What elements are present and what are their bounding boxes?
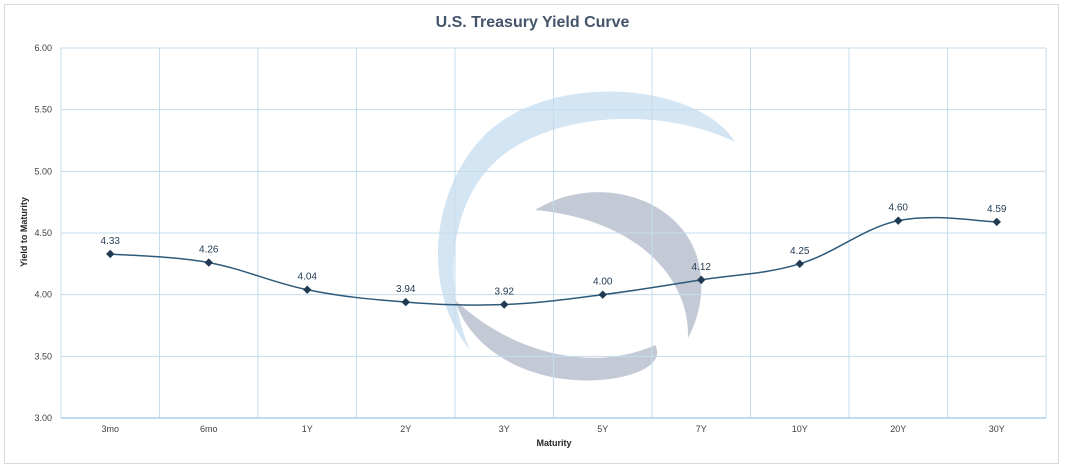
y-tick-label: 4.50	[34, 228, 52, 238]
watermark-upper-swoosh	[437, 91, 735, 350]
x-tick-label: 30Y	[989, 424, 1005, 434]
y-tick-label: 4.00	[34, 290, 52, 300]
data-point-marker	[795, 259, 804, 269]
data-label: 4.60	[889, 203, 909, 214]
data-point-marker	[106, 249, 115, 259]
x-tick-label: 5Y	[597, 424, 608, 434]
data-labels: 4.33 4.26 4.04 3.94 3.92 4.00 4.12 4.25 4.60 4.59	[101, 203, 1007, 298]
y-tick-label: 3.50	[34, 351, 52, 361]
data-point-marker	[303, 285, 312, 294]
data-point-marker	[894, 216, 903, 225]
x-tick-label: 3mo	[101, 424, 119, 434]
yield-markers	[106, 216, 1001, 309]
x-tick-labels: 3mo 6mo 1Y 2Y 3Y 5Y 7Y 10Y 20Y 30Y	[101, 424, 1004, 434]
x-tick-label: 6mo	[200, 424, 218, 434]
x-tick-label: 2Y	[400, 424, 411, 434]
data-label: 3.92	[495, 287, 515, 298]
data-label: 3.94	[396, 284, 416, 295]
data-point-marker	[598, 290, 607, 299]
x-tick-label: 1Y	[302, 424, 313, 434]
grid-lines	[60, 47, 1047, 419]
data-label: 4.04	[298, 272, 318, 283]
data-point-marker	[697, 275, 706, 285]
y-axis-title: Yield to Maturity	[19, 197, 29, 267]
y-tick-label: 5.00	[34, 166, 52, 176]
data-label: 4.26	[199, 245, 219, 256]
x-tick-label: 7Y	[696, 424, 707, 434]
x-tick-label: 20Y	[890, 424, 906, 434]
x-axis-title: Maturity	[536, 438, 571, 448]
chart-title: U.S. Treasury Yield Curve	[435, 14, 630, 31]
watermark-lower-swoosh	[455, 192, 702, 381]
yield-series-line	[110, 216, 997, 306]
y-tick-label: 5.50	[34, 105, 52, 115]
data-label: 4.00	[593, 277, 613, 288]
x-tick-label: 3Y	[499, 424, 510, 434]
chart-frame	[4, 4, 1059, 464]
y-tick-label: 6.00	[34, 43, 52, 53]
data-label: 4.25	[790, 246, 810, 257]
y-tick-label: 3.00	[34, 413, 52, 423]
y-tick-labels: 3.00 3.50 4.00 4.50 5.00 5.50 6.00	[34, 43, 52, 423]
data-point-marker	[204, 258, 213, 267]
data-point-marker	[500, 300, 509, 309]
data-point-marker	[992, 217, 1001, 227]
data-label: 4.59	[987, 204, 1007, 215]
data-label: 4.12	[692, 262, 712, 273]
data-label: 4.33	[101, 236, 121, 247]
data-point-marker	[401, 297, 410, 307]
logo-watermark	[437, 91, 735, 381]
x-tick-label: 10Y	[792, 424, 808, 434]
